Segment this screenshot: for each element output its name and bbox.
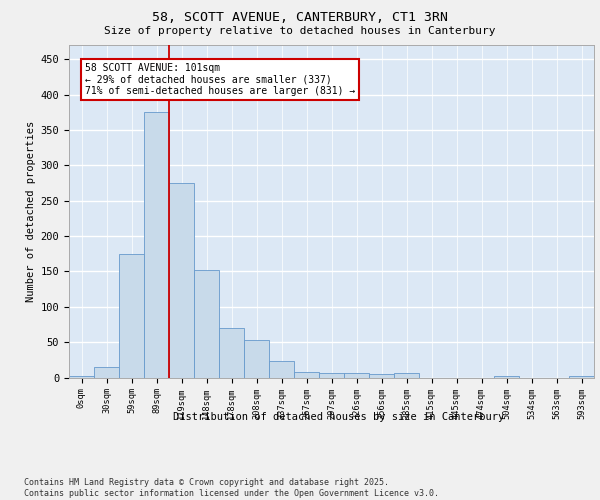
Bar	[119, 254, 144, 378]
Text: 58 SCOTT AVENUE: 101sqm
← 29% of detached houses are smaller (337)
71% of semi-d: 58 SCOTT AVENUE: 101sqm ← 29% of detache…	[85, 62, 355, 96]
Bar	[69, 376, 94, 378]
Text: Size of property relative to detached houses in Canterbury: Size of property relative to detached ho…	[104, 26, 496, 36]
Bar	[569, 376, 594, 378]
Bar	[369, 374, 394, 378]
Bar	[144, 112, 169, 378]
Bar	[194, 270, 219, 378]
Text: Contains HM Land Registry data © Crown copyright and database right 2025.
Contai: Contains HM Land Registry data © Crown c…	[24, 478, 439, 498]
Bar	[319, 372, 344, 378]
Text: 58, SCOTT AVENUE, CANTERBURY, CT1 3RN: 58, SCOTT AVENUE, CANTERBURY, CT1 3RN	[152, 11, 448, 24]
Bar	[294, 372, 319, 378]
Bar	[94, 367, 119, 378]
Bar	[219, 328, 244, 378]
Y-axis label: Number of detached properties: Number of detached properties	[26, 120, 37, 302]
Bar	[494, 376, 519, 378]
Bar	[269, 361, 294, 378]
Text: Distribution of detached houses by size in Canterbury: Distribution of detached houses by size …	[173, 412, 505, 422]
Bar	[394, 374, 419, 378]
Bar	[169, 183, 194, 378]
Bar	[244, 340, 269, 378]
Bar	[344, 374, 369, 378]
